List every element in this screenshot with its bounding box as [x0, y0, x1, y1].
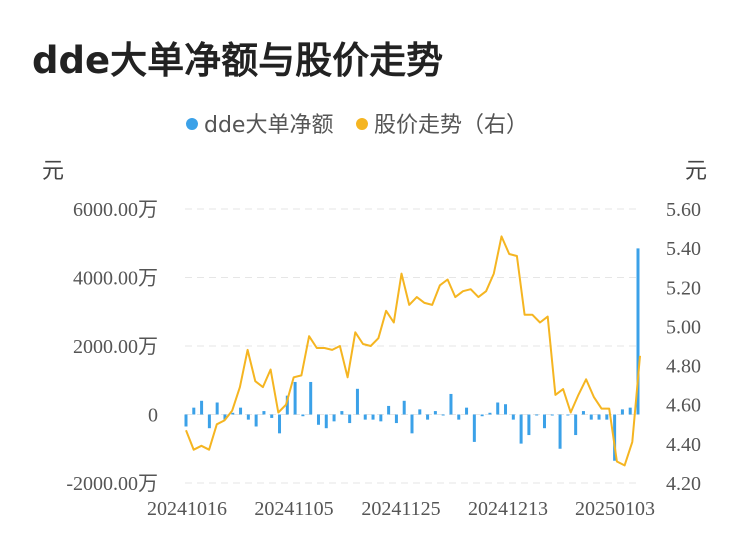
dde-bar [511, 414, 515, 420]
dde-bar [254, 414, 258, 427]
dde-bar [457, 414, 461, 420]
chart-title: dde大单净额与股价走势 [32, 39, 444, 82]
legend-label-dde: dde大单净额 [204, 113, 333, 138]
dde-bar [410, 414, 414, 434]
dde-bar [613, 414, 617, 461]
left-axis-unit: 元 [42, 159, 64, 184]
right-axis-unit: 元 [685, 159, 707, 184]
dde-bar [285, 395, 289, 415]
dde-bar [223, 414, 227, 420]
dde-bar [355, 388, 359, 415]
dde-bar [231, 412, 235, 415]
dde-bar [239, 407, 243, 415]
dde-bar [402, 400, 406, 415]
y-left-tick-label: -2000.00万 [66, 473, 158, 495]
dde-bar [535, 414, 539, 416]
dde-bar [301, 414, 305, 417]
dde-bar [441, 414, 445, 416]
dde-bar [215, 402, 219, 415]
legend: dde大单净额 股价走势（右） [186, 113, 528, 138]
dde-bar [426, 414, 430, 420]
x-tick-label: 20241125 [361, 498, 440, 520]
dde-bar [309, 381, 313, 415]
y-right-tick-label: 5.00 [666, 316, 701, 338]
dde-bar [527, 414, 531, 436]
dde-bar [581, 411, 585, 415]
dde-bar [472, 414, 476, 442]
legend-marker-price [356, 118, 368, 130]
dde-bar [566, 414, 570, 416]
dde-bar [324, 414, 328, 429]
dde-bar [480, 414, 484, 417]
y-right-tick-label: 4.60 [666, 395, 701, 417]
dde-bar [496, 402, 500, 415]
dde-bar [597, 414, 601, 420]
dde-bar [433, 411, 437, 415]
dde-bar [465, 407, 469, 415]
dde-bar [449, 393, 453, 415]
dde-bar [379, 414, 383, 422]
dde-bar [207, 414, 211, 429]
dde-bar [387, 405, 391, 415]
dde-bar [542, 414, 546, 429]
dde-bar [316, 414, 320, 425]
y-right-tick-label: 4.80 [666, 356, 701, 378]
dde-bar [394, 414, 398, 424]
dde-bar [200, 400, 204, 415]
y-right-tick-label: 4.40 [666, 434, 701, 456]
y-right-tick-label: 5.60 [666, 199, 701, 221]
dde-bar [550, 414, 554, 416]
dde-bar [574, 414, 578, 436]
y-right-tick-label: 5.20 [666, 277, 701, 299]
x-tick-label: 20241213 [468, 498, 548, 520]
y-right-tick-label: 5.40 [666, 238, 701, 260]
price-line [185, 235, 641, 467]
dde-bar [589, 414, 593, 420]
dde-bar [270, 414, 274, 418]
dde-bar [628, 407, 632, 415]
dde-bar [246, 414, 250, 420]
dde-bar [348, 414, 352, 424]
dde-bar [278, 414, 282, 434]
dde-bar [418, 409, 422, 415]
dde-bar [293, 381, 297, 415]
dde-bar [519, 414, 523, 444]
dde-bar [504, 404, 508, 415]
y-left-tick-label: 2000.00万 [73, 336, 158, 358]
dde-bar [340, 411, 344, 415]
dde-bar [636, 248, 640, 415]
y-left-tick-label: 6000.00万 [73, 199, 158, 221]
dde-bar [363, 414, 367, 420]
x-tick-label: 20250103 [575, 498, 655, 520]
legend-label-price: 股价走势（右） [374, 113, 528, 138]
dde-bar [371, 414, 375, 420]
dde-bar [558, 414, 562, 449]
dde-bar [332, 414, 336, 422]
y-left-tick-label: 0 [148, 405, 158, 427]
y-right-tick-label: 4.20 [666, 473, 701, 495]
dde-bar [488, 412, 492, 415]
x-tick-label: 20241105 [254, 498, 333, 520]
dde-bar [192, 407, 196, 415]
dde-bar [605, 414, 609, 420]
x-tick-label: 20241016 [147, 498, 227, 520]
dde-bar [262, 411, 266, 415]
dde-bar [620, 409, 624, 415]
y-left-tick-label: 4000.00万 [73, 268, 158, 290]
legend-marker-dde [186, 118, 198, 130]
dde-bar [184, 414, 188, 427]
